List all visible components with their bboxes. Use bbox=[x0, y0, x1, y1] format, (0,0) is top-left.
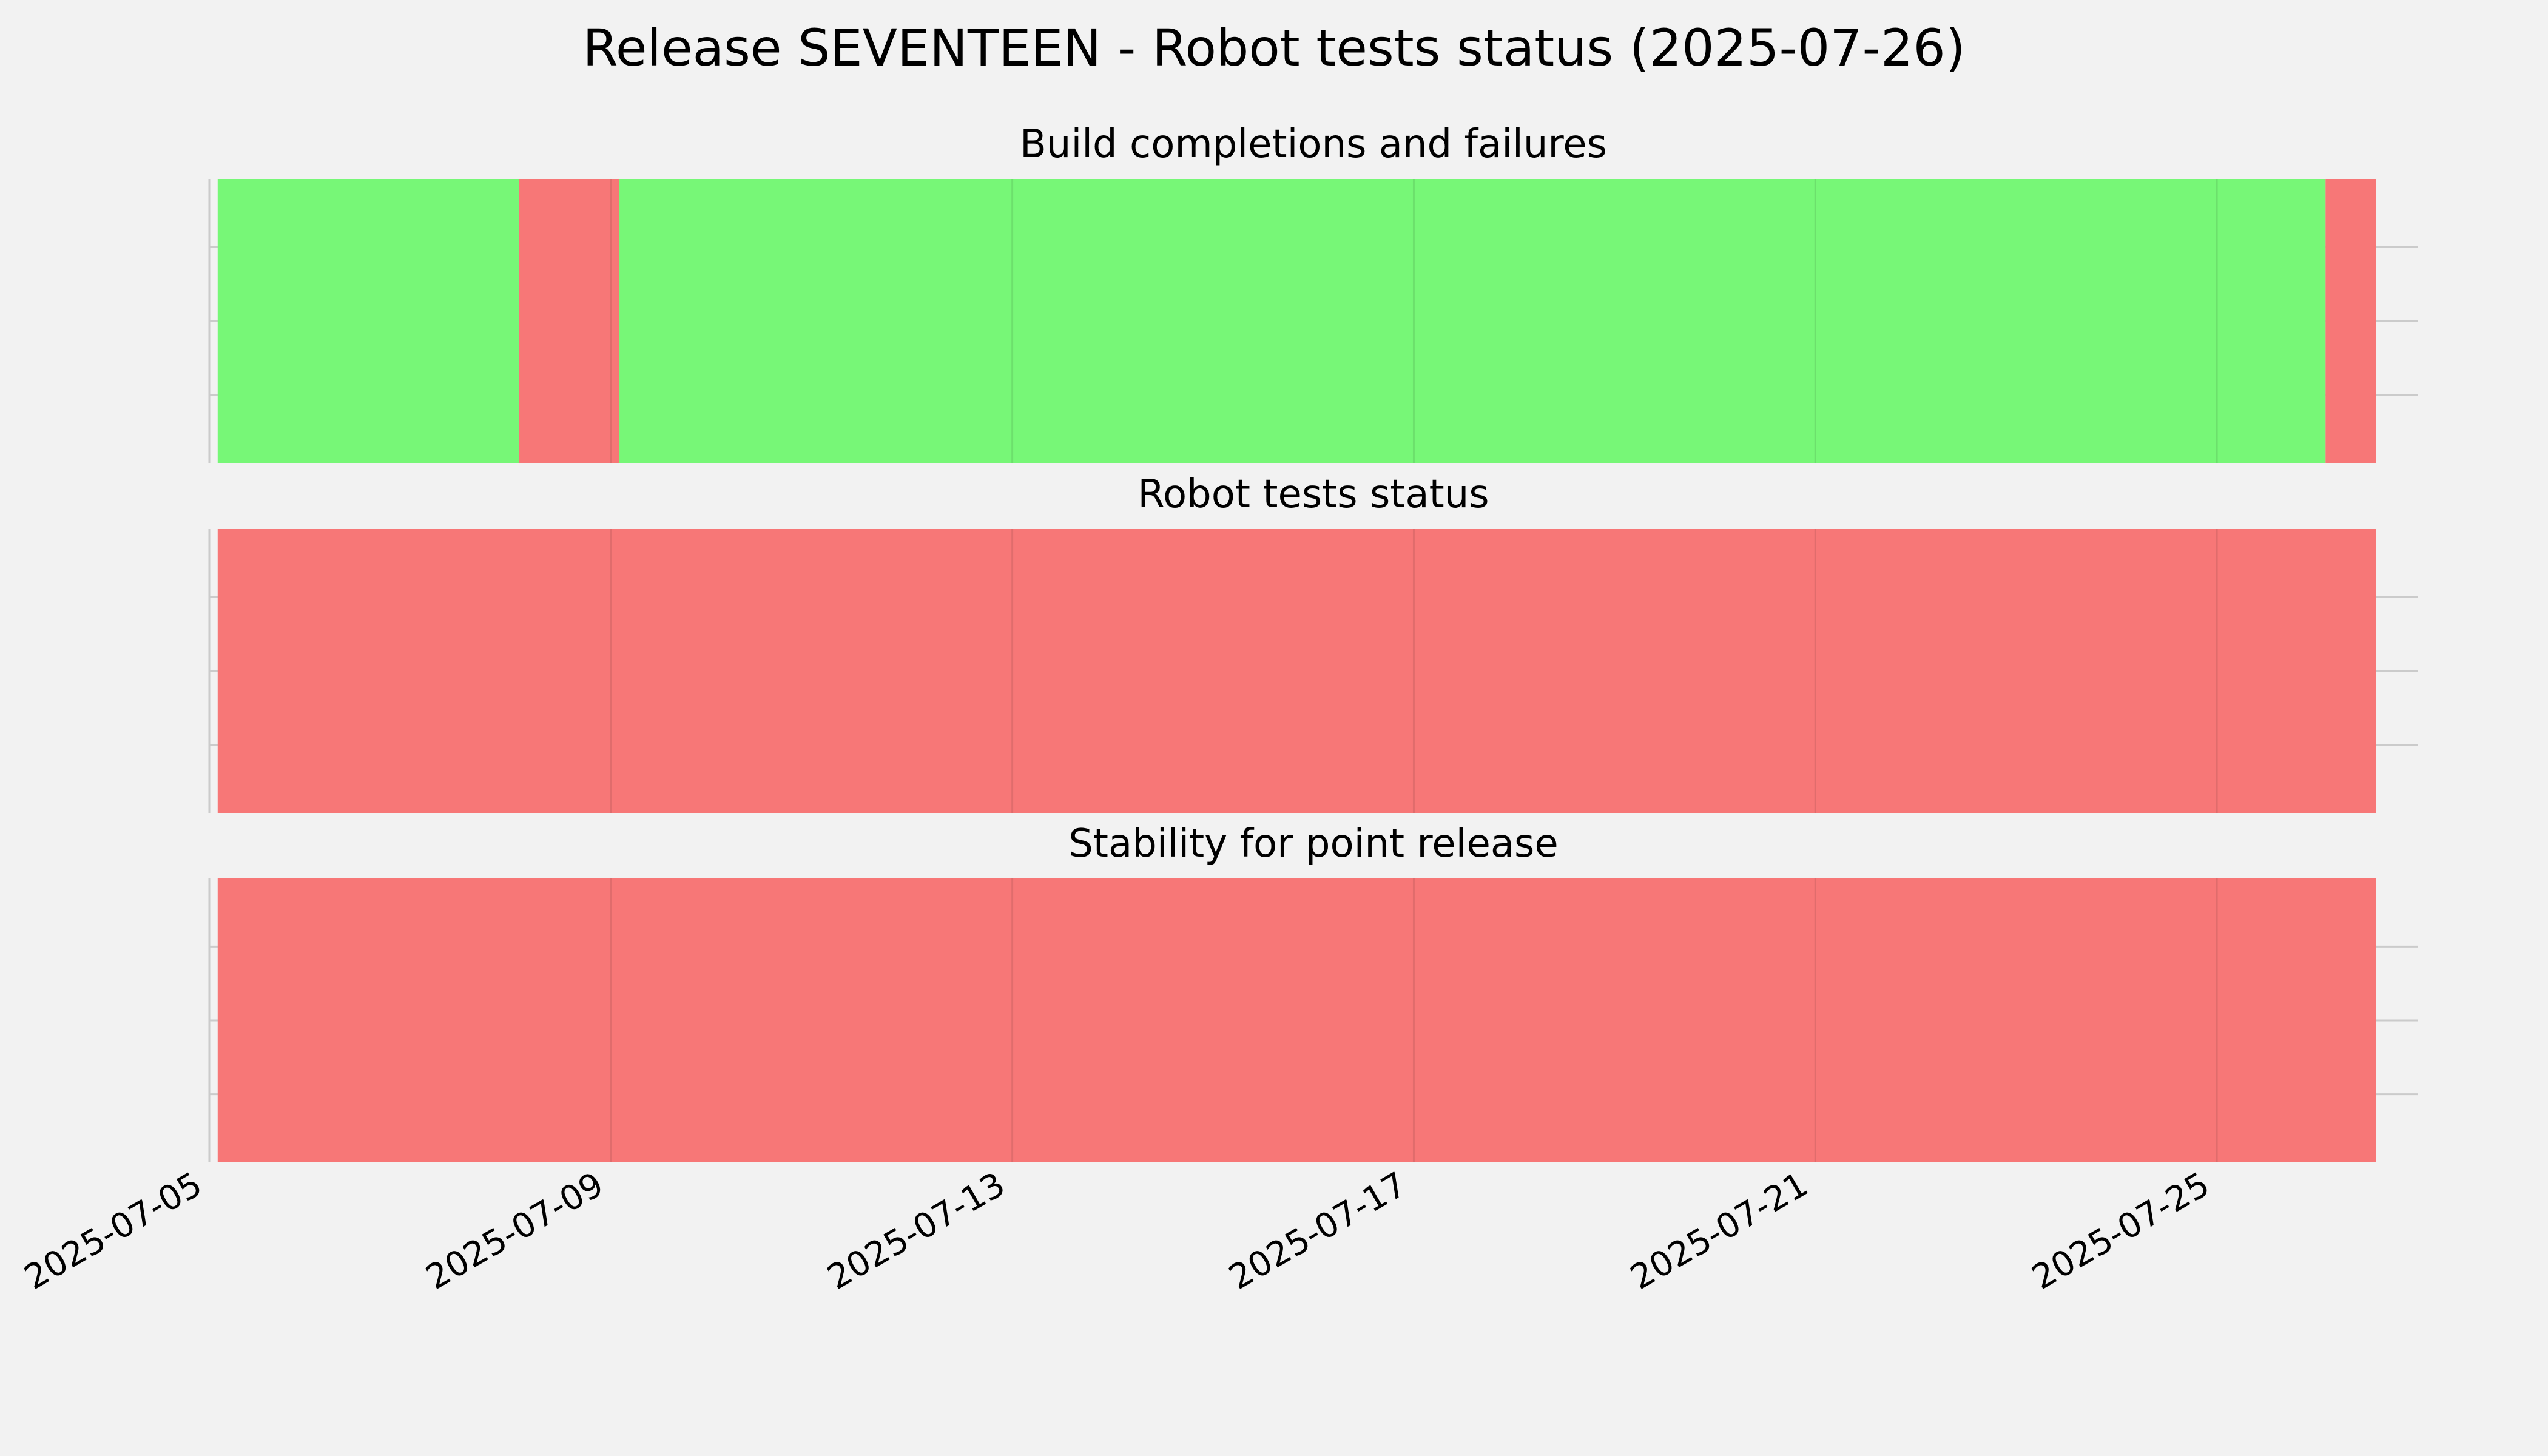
panel-1: Build completions and failures bbox=[208, 122, 2418, 463]
status-segment-fail bbox=[519, 179, 619, 463]
status-segment-fail bbox=[2325, 179, 2376, 463]
status-segment-pass bbox=[217, 179, 519, 463]
panel-title: Stability for point release bbox=[1068, 821, 1559, 866]
panel-title: Robot tests status bbox=[1138, 472, 1489, 517]
status-segment-fail bbox=[217, 529, 2376, 813]
panel-2: Robot tests status bbox=[208, 472, 2418, 813]
status-segment-pass bbox=[619, 179, 2326, 463]
panel-title: Build completions and failures bbox=[1020, 122, 1607, 167]
status-segment-fail bbox=[217, 878, 2376, 1162]
panels: Build completions and failures Robot test… bbox=[18, 122, 2418, 1298]
figure-title: Release SEVENTEEN - Robot tests status (… bbox=[582, 18, 1965, 78]
